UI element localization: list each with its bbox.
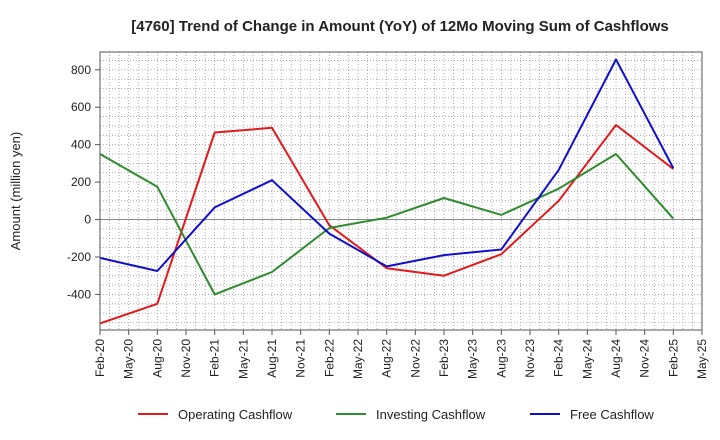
legend-label: Free Cashflow: [570, 407, 654, 422]
grid: [100, 52, 702, 330]
legend-label: Investing Cashflow: [376, 407, 486, 422]
y-tick-label: 600: [71, 100, 91, 114]
x-tick-label: Aug-22: [380, 339, 394, 378]
legend-item: Investing Cashflow: [336, 407, 486, 422]
x-tick-label: May-25: [695, 339, 709, 379]
x-tick-label: Feb-24: [552, 339, 566, 377]
x-tick-label: Feb-23: [437, 339, 451, 377]
y-tick-label: 400: [71, 138, 91, 152]
x-tick-label: Feb-25: [666, 339, 680, 377]
y-tick-label: -200: [67, 250, 91, 264]
legend-item: Operating Cashflow: [138, 407, 293, 422]
x-tick-label: Aug-23: [494, 339, 508, 378]
y-axis-label: Amount (million yen): [8, 132, 23, 251]
x-tick-label: Nov-22: [408, 339, 422, 378]
x-tick-label: May-20: [122, 339, 136, 379]
x-tick-label: Nov-23: [523, 339, 537, 378]
series-group: [99, 58, 675, 325]
x-tick-label: Feb-20: [93, 339, 107, 377]
x-tick-label: May-24: [580, 339, 594, 379]
plot-frame: [99, 51, 703, 331]
series-line-operating-cashflow: [99, 124, 674, 325]
x-tick-label: Nov-21: [294, 339, 308, 378]
legend-label: Operating Cashflow: [178, 407, 293, 422]
x-tick-label: Feb-21: [208, 339, 222, 377]
x-tick-label: Aug-24: [609, 339, 623, 378]
legend-item: Free Cashflow: [530, 407, 654, 422]
y-axis: -400 -200 0 200 400 600 800: [67, 63, 100, 301]
x-tick-label: Feb-22: [322, 339, 336, 377]
x-tick-label: May-23: [466, 339, 480, 379]
x-tick-label: Aug-21: [265, 339, 279, 378]
legend: Operating Cashflow Investing Cashflow Free…: [138, 407, 654, 422]
x-tick-label: Aug-20: [150, 339, 164, 378]
y-tick-label: 200: [71, 175, 91, 189]
chart-title: [4760] Trend of Change in Amount (YoY) o…: [131, 18, 669, 35]
series-line-free-cashflow: [99, 58, 675, 272]
x-tick-label: May-22: [351, 339, 365, 379]
y-tick-label: -400: [67, 287, 91, 301]
y-tick-label: 800: [71, 63, 91, 77]
x-tick-label: May-21: [236, 339, 250, 379]
x-tick-label: Nov-24: [638, 339, 652, 378]
x-axis: Feb-20 May-20 Aug-20 Nov-20 Feb-21 May-21 Aug-…: [93, 330, 709, 379]
series-line-investing-cashflow: [99, 153, 675, 296]
y-tick-label: 0: [84, 213, 91, 227]
x-tick-label: Nov-20: [179, 339, 193, 378]
